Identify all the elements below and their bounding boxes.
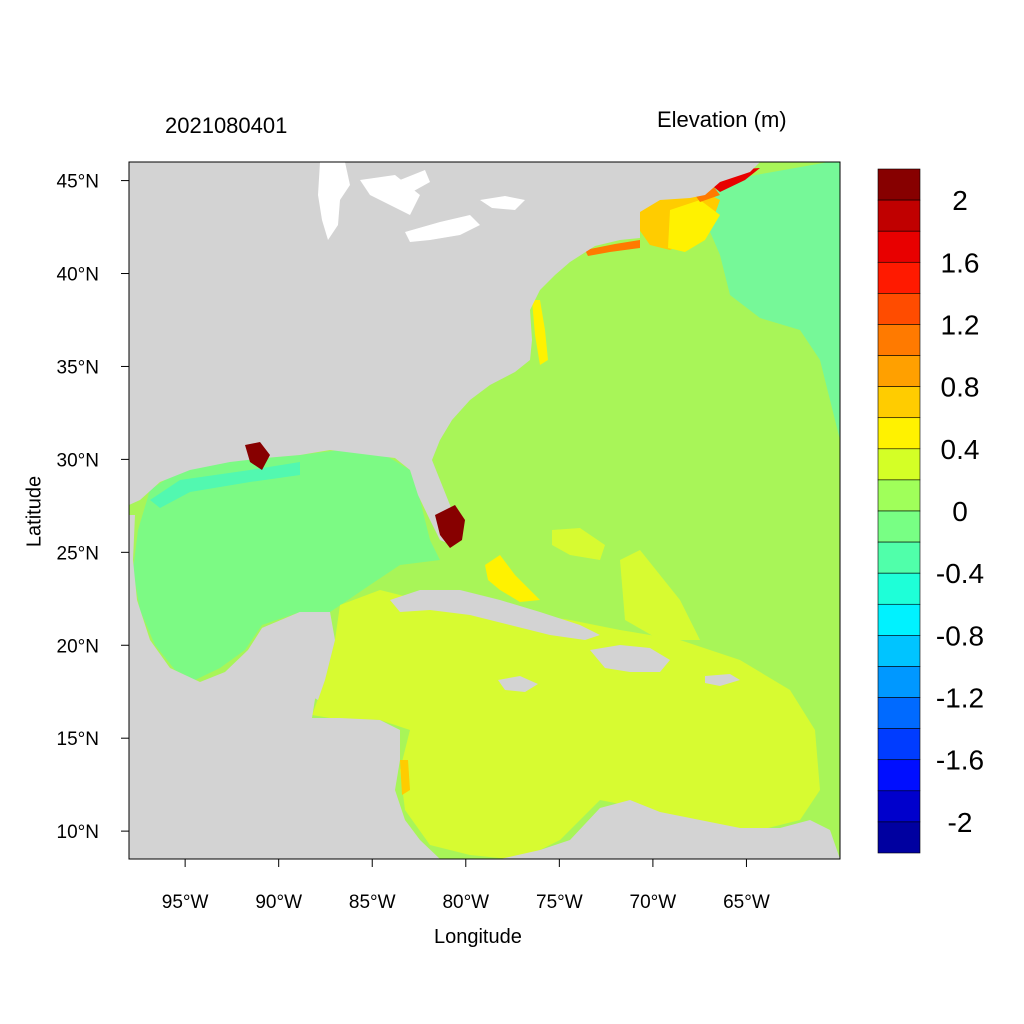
y-tick-labels: 45°N 40°N 35°N 30°N 25°N 20°N 15°N 10°N (57, 172, 99, 844)
colorbar-swatch (877, 759, 921, 792)
gulf-of-maine-yellow (668, 200, 720, 252)
x-tick-label: 80°W (442, 892, 489, 913)
colorbar-label: 2 (952, 185, 968, 216)
long-island-sound (585, 240, 640, 256)
colorbar-label: 1.6 (941, 247, 980, 278)
timestamp-label: 2021080401 (165, 113, 288, 138)
y-tick-label: 45°N (57, 172, 99, 193)
x-tick-label: 70°W (630, 892, 677, 913)
gulf-coast-surge (245, 442, 270, 470)
colorbar-label: -2 (948, 807, 973, 838)
y-tick-label: 35°N (57, 357, 99, 378)
colorbar-label: 1.2 (941, 309, 980, 340)
x-ticks (184, 859, 747, 867)
y-tick-label: 15°N (57, 729, 99, 750)
colorbar-swatch (877, 417, 921, 450)
bahamas-shelf (552, 528, 605, 560)
colorbar-label: -0.8 (936, 620, 984, 651)
y-ticks (121, 180, 129, 832)
chesapeake-warm (532, 300, 548, 365)
jamaica-land (498, 676, 538, 692)
great-lakes (400, 170, 430, 192)
colorbar-swatch (877, 728, 921, 761)
north-america-land (129, 162, 760, 545)
colorbar-label: -1.6 (936, 745, 984, 776)
colorbar-swatch (877, 603, 921, 636)
colorbar-swatch (877, 293, 921, 325)
cuba-land (390, 590, 600, 640)
colorbar-labels: 2 1.6 1.2 0.8 0.4 0 -0.4 -0.8 -1.2 -1.6 … (936, 185, 984, 838)
x-tick-label: 85°W (349, 892, 396, 913)
y-tick-label: 20°N (57, 636, 99, 657)
x-tick-label: 95°W (162, 892, 209, 913)
colorbar-swatch (877, 510, 921, 543)
bahamas-warm-water (485, 555, 540, 602)
colorbar-label: 0 (952, 496, 968, 527)
hispaniola-land (590, 645, 670, 672)
colorbar-swatch (877, 355, 921, 387)
great-lakes (318, 162, 350, 240)
y-tick-label: 10°N (57, 822, 99, 843)
colorbar-swatch (877, 324, 921, 356)
colorbar-swatch (877, 666, 921, 698)
x-tick-labels: 95°W 90°W 85°W 80°W 75°W 70°W 65°W (162, 892, 770, 913)
colorbar-swatch (877, 697, 921, 729)
x-tick-label: 90°W (255, 892, 302, 913)
mexico-central-america-land (129, 515, 440, 859)
colorbar-swatch (877, 448, 921, 481)
south-america-land (500, 800, 840, 859)
colorbar-swatch (877, 572, 921, 605)
colorbar-swatch (877, 261, 921, 294)
caribbean-sea (312, 590, 820, 859)
florida-surge (435, 505, 465, 548)
colorbar-swatch (877, 386, 921, 419)
colorbar-label: 0.8 (941, 372, 980, 403)
bay-of-fundy-red (705, 168, 760, 192)
gulf-of-mexico (133, 450, 440, 680)
variable-title: Elevation (m) (657, 107, 787, 132)
map-panel (129, 162, 840, 859)
colorbar-swatch (877, 479, 921, 512)
colorbar-swatch (877, 199, 921, 232)
great-lakes (480, 196, 525, 210)
colorbar-label: -1.2 (936, 683, 984, 714)
colorbar-swatch (877, 635, 921, 667)
colorbar-swatch (877, 790, 921, 823)
colorbar (877, 168, 921, 854)
honduras-coast-warm (400, 760, 410, 795)
colorbar-swatch (877, 230, 921, 263)
northeast-water (700, 162, 840, 440)
great-lakes (405, 215, 480, 242)
caribbean-east-band (620, 550, 700, 640)
yucatan-land (262, 612, 335, 700)
colorbar-swatch (877, 168, 921, 201)
colorbar-swatch (877, 541, 921, 574)
colorbar-label: -0.4 (936, 558, 984, 589)
y-tick-label: 30°N (57, 450, 99, 471)
y-tick-label: 25°N (57, 543, 99, 564)
x-tick-label: 75°W (536, 892, 583, 913)
y-tick-label: 40°N (57, 265, 99, 286)
plot-frame (128, 161, 841, 860)
gulf-coastal-water (150, 462, 300, 508)
colorbar-swatch (877, 821, 921, 854)
x-tick-label: 65°W (723, 892, 770, 913)
puerto-rico-land (705, 674, 740, 686)
colorbar-label: 0.4 (941, 434, 980, 465)
x-axis-label: Longitude (434, 926, 522, 948)
